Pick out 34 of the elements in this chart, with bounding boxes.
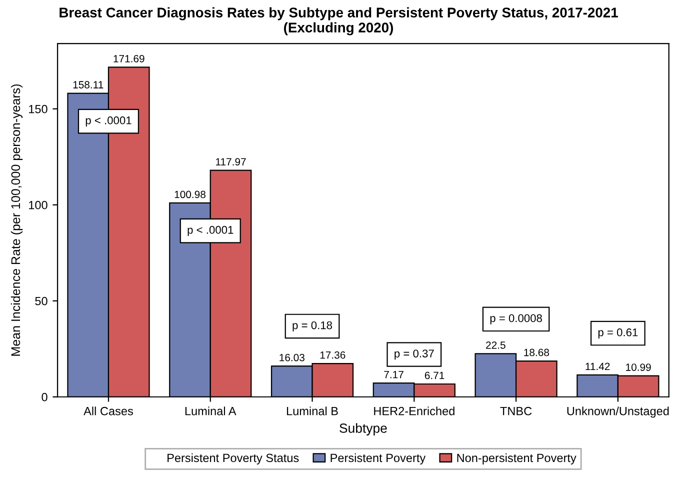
y-tick-label: 0	[42, 392, 48, 402]
data-label: 10.99	[626, 364, 651, 371]
data-label: 6.71	[424, 372, 444, 380]
data-label: 171.69	[114, 54, 144, 62]
data-label: 158.11	[73, 81, 104, 88]
annotation: p = 0.18	[292, 321, 332, 332]
data-label: 18.68	[524, 348, 550, 356]
legend-title: Persistent Poverty Status	[168, 453, 299, 464]
x-tick-label: HER2-Enriched	[374, 406, 454, 416]
x-tick-label: Luminal A	[185, 406, 236, 416]
x-tick-label: All Cases	[84, 406, 133, 416]
y-tick-label: 150	[29, 104, 48, 114]
chart-title: Breast Cancer Diagnosis Rates by Subtype and Persistent Poverty Status, 2017-2021 (Excluding 2020)	[60, 7, 618, 36]
annotation: p = 0.37	[394, 350, 434, 360]
x-tick-label: TNBC	[500, 406, 532, 416]
data-label: 117.97	[216, 158, 246, 166]
x-tick-label: Unknown/Unstaged	[567, 406, 669, 418]
data-label: 17.36	[320, 351, 346, 359]
annotation: p < .0001	[86, 116, 132, 126]
legend-label: Persistent Poverty	[330, 453, 426, 464]
annotation: p = 0.61	[598, 328, 638, 338]
legend-label: Non-persistent Poverty	[457, 453, 576, 464]
data-label: 16.03	[280, 354, 304, 362]
y-tick-label: 100	[29, 200, 48, 210]
data-label: 7.17	[384, 371, 404, 378]
data-label: 22.5	[486, 341, 506, 349]
x-tick-label: Luminal B	[286, 406, 338, 416]
y-axis-title: Mean Incidence Rate (per 100,000 person-years)	[10, 84, 23, 356]
annotation: p < .0001	[188, 226, 234, 236]
annotation: p = 0.0008	[490, 314, 542, 324]
x-axis-title: Subtype	[340, 423, 387, 436]
data-label: 11.42	[586, 362, 610, 370]
y-tick-label: 50	[35, 296, 48, 306]
data-label: 100.98	[174, 190, 206, 198]
